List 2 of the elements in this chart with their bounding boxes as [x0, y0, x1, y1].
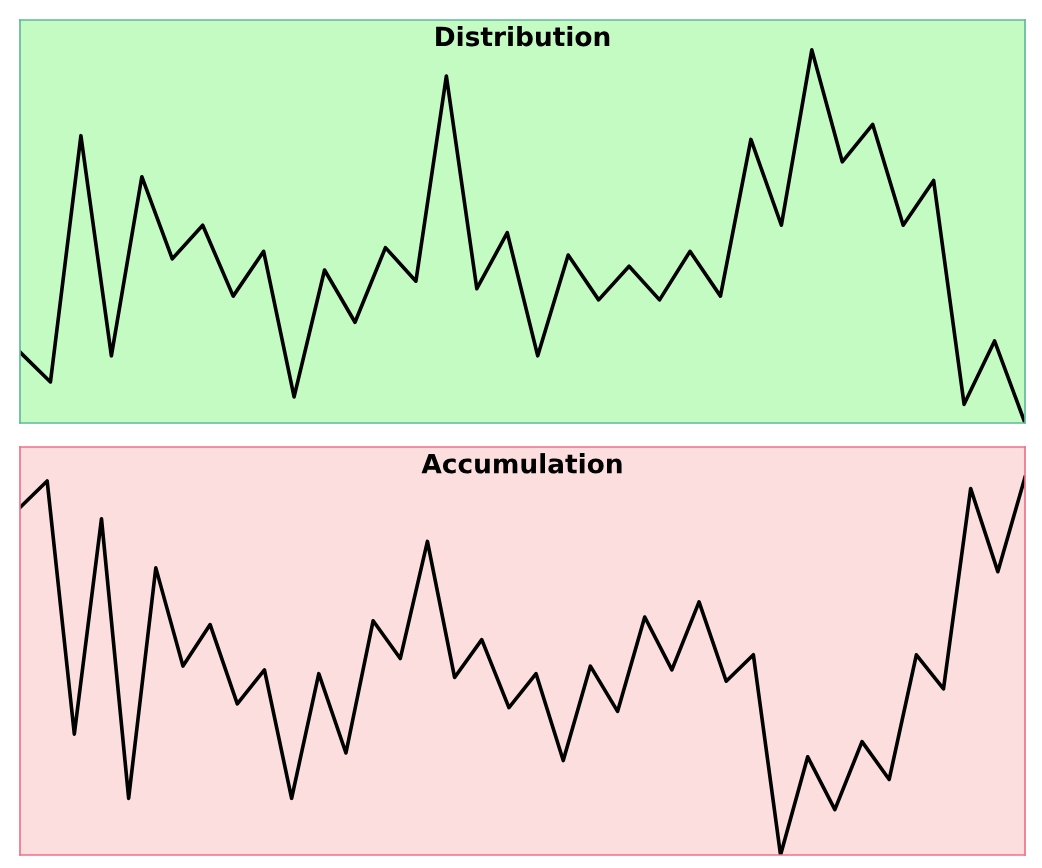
chart-title: Distribution — [436, 26, 610, 47]
chart-title: Accumulation — [421, 453, 622, 474]
